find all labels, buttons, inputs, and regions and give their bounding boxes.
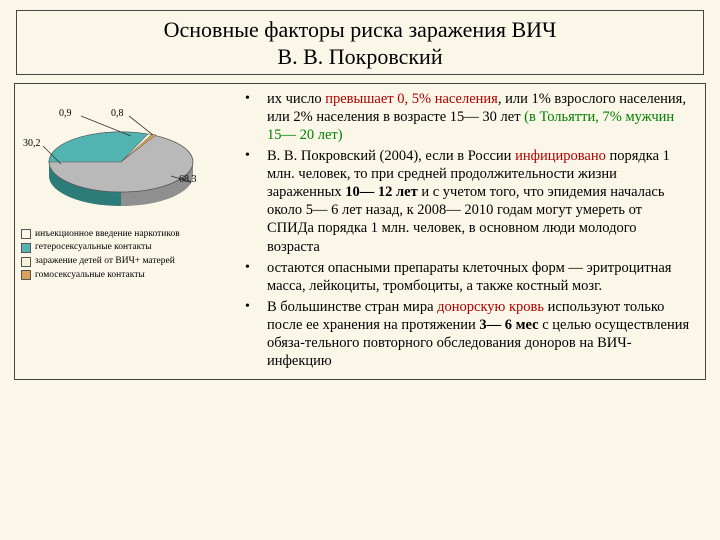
bullet-4: В большинстве стран мира донорскую кровь… (241, 298, 691, 371)
title-line2: В. В. Покровский (27, 44, 693, 69)
pie-label-68-3: 68,3 (179, 174, 197, 185)
legend-swatch (21, 257, 31, 267)
slide: Основные факторы риска заражения ВИЧ В. … (0, 0, 720, 540)
legend-row: инъекционное введение наркотиков (21, 228, 231, 241)
bullet-highlight-red: инфицировано (515, 148, 606, 164)
bullet-text: остаются опасными препараты клеточных фо… (267, 260, 671, 294)
bullet-list: их число превышает 0, 5% населения, или … (241, 90, 691, 371)
pie-legend: инъекционное введение наркотиков гетерос… (21, 228, 231, 282)
bullet-highlight-red: донорскую кровь (437, 299, 544, 315)
legend-swatch (21, 229, 31, 239)
legend-label: инъекционное введение наркотиков (35, 228, 180, 241)
bullet-1: их число превышает 0, 5% населения, или … (241, 90, 691, 144)
legend-row: гомосексуальные контакты (21, 269, 231, 282)
legend-label: гетеросексуальные контакты (35, 241, 152, 254)
title-line1: Основные факторы риска заражения ВИЧ (27, 17, 693, 42)
bullet-text: В. В. Покровский (2004), если в России (267, 148, 515, 164)
bullet-bold: 3— 6 мес (479, 317, 538, 333)
bullet-highlight-red: превышает 0, 5% населения (325, 91, 498, 107)
bullet-3: остаются опасными препараты клеточных фо… (241, 259, 691, 295)
pie-label-0-8: 0,8 (111, 108, 124, 119)
pie-chart: 30,2 0,9 0,8 68,3 (21, 94, 221, 224)
left-column: 30,2 0,9 0,8 68,3 инъекционное введение … (21, 90, 231, 283)
legend-row: гетеросексуальные контакты (21, 241, 231, 254)
title-block: Основные факторы риска заражения ВИЧ В. … (16, 10, 704, 75)
content: 30,2 0,9 0,8 68,3 инъекционное введение … (14, 83, 706, 381)
legend-swatch (21, 270, 31, 280)
bullet-text: их число (267, 91, 325, 107)
legend-label: гомосексуальные контакты (35, 269, 145, 282)
right-column: их число превышает 0, 5% населения, или … (241, 90, 699, 374)
legend-row: заражение детей от ВИЧ+ матерей (21, 255, 231, 268)
bullet-text: В большинстве стран мира (267, 299, 437, 315)
legend-label: заражение детей от ВИЧ+ матерей (35, 255, 175, 268)
pie-label-30-2: 30,2 (23, 138, 41, 149)
bullet-bold: 10— 12 лет (345, 184, 417, 200)
pie-label-0-9: 0,9 (59, 108, 72, 119)
legend-swatch (21, 243, 31, 253)
bullet-2: В. В. Покровский (2004), если в России и… (241, 147, 691, 256)
